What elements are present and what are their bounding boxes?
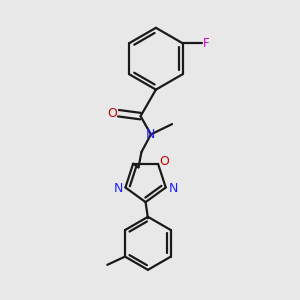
Text: O: O (107, 107, 117, 120)
Text: N: N (168, 182, 178, 195)
Text: N: N (113, 182, 123, 195)
Text: O: O (159, 155, 169, 168)
Text: N: N (146, 128, 156, 141)
Text: F: F (203, 37, 209, 50)
